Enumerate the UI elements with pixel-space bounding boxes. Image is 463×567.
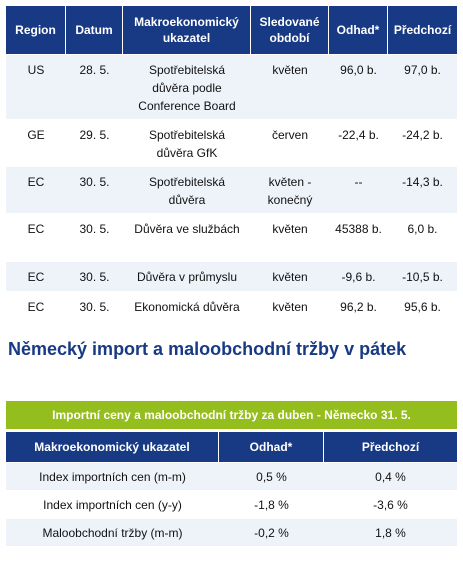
table-header-row: Region Datum Makroekonomický ukazatel Sl… [6, 6, 457, 54]
column-header-region: Region [6, 6, 66, 54]
cell-estimate: -22,4 b. [329, 119, 388, 166]
cell-previous: 1,8 % [324, 518, 457, 546]
cell-date: 30. 5. [66, 261, 123, 291]
cell-estimate: -1,8 % [219, 490, 324, 518]
column-header-estimate: Odhad* [329, 6, 388, 54]
cell-previous: -3,6 % [324, 490, 457, 518]
column-header-indicator: Makroekonomický ukazatel [6, 432, 219, 462]
table-row: Index importních cen (m-m) 0,5 % 0,4 % [6, 462, 457, 490]
table-header-row: Makroekonomický ukazatel Odhad* Předchoz… [6, 432, 457, 462]
cell-previous: 95,6 b. [388, 291, 457, 321]
cell-previous: 6,0 b. [388, 213, 457, 261]
cell-region: GE [6, 119, 66, 166]
cell-date: 30. 5. [66, 166, 123, 213]
cell-indicator: Spotřebitelská důvěra GfK [123, 119, 251, 166]
cell-estimate: 96,2 b. [329, 291, 388, 321]
cell-date: 29. 5. [66, 119, 123, 166]
table-row: EC 30. 5. Ekonomická důvěra květen 96,2 … [6, 291, 457, 321]
cell-indicator: Index importních cen (y-y) [6, 490, 219, 518]
cell-period: květen [251, 213, 329, 261]
cell-indicator: Spotřebitelská důvěra [123, 166, 251, 213]
cell-indicator: Maloobchodní tržby (m-m) [6, 518, 219, 546]
cell-date: 30. 5. [66, 291, 123, 321]
cell-estimate: -0,2 % [219, 518, 324, 546]
cell-previous: -24,2 b. [388, 119, 457, 166]
cell-estimate: 96,0 b. [329, 54, 388, 119]
import-retail-table-block: Importní ceny a maloobchodní tržby za du… [6, 401, 457, 546]
cell-indicator: Index importních cen (m-m) [6, 462, 219, 490]
table-row: EC 30. 5. Spotřebitelská důvěra květen -… [6, 166, 457, 213]
column-header-previous: Předchozí [324, 432, 457, 462]
cell-indicator: Ekonomická důvěra [123, 291, 251, 321]
cell-date: 28. 5. [66, 54, 123, 119]
column-header-estimate: Odhad* [219, 432, 324, 462]
cell-previous: 97,0 b. [388, 54, 457, 119]
cell-period: květen - konečný [251, 166, 329, 213]
table-row: Maloobchodní tržby (m-m) -0,2 % 1,8 % [6, 518, 457, 546]
cell-period: květen [251, 291, 329, 321]
macro-calendar-table: Region Datum Makroekonomický ukazatel Sl… [6, 6, 457, 321]
table-row: Index importních cen (y-y) -1,8 % -3,6 % [6, 490, 457, 518]
column-header-indicator: Makroekonomický ukazatel [123, 6, 251, 54]
cell-indicator: Spotřebitelská důvěra podle Conference B… [123, 54, 251, 119]
cell-region: US [6, 54, 66, 119]
cell-previous: -14,3 b. [388, 166, 457, 213]
cell-estimate: -- [329, 166, 388, 213]
cell-region: EC [6, 213, 66, 261]
column-header-previous: Předchozí [388, 6, 457, 54]
cell-estimate: 0,5 % [219, 462, 324, 490]
import-retail-table: Makroekonomický ukazatel Odhad* Předchoz… [6, 432, 457, 546]
cell-region: EC [6, 261, 66, 291]
cell-indicator: Důvěra v průmyslu [123, 261, 251, 291]
table-row: GE 29. 5. Spotřebitelská důvěra GfK červ… [6, 119, 457, 166]
cell-date: 30. 5. [66, 213, 123, 261]
table-row: EC 30. 5. Důvěra ve službách květen 4538… [6, 213, 457, 261]
column-header-period: Sledované období [251, 6, 329, 54]
cell-region: EC [6, 291, 66, 321]
cell-previous: -10,5 b. [388, 261, 457, 291]
section-heading: Německý import a maloobchodní tržby v pá… [8, 339, 407, 359]
cell-period: červen [251, 119, 329, 166]
cell-region: EC [6, 166, 66, 213]
cell-period: květen [251, 54, 329, 119]
table-row: EC 30. 5. Důvěra v průmyslu květen -9,6 … [6, 261, 457, 291]
column-header-date: Datum [66, 6, 123, 54]
cell-previous: 0,4 % [324, 462, 457, 490]
cell-period: květen [251, 261, 329, 291]
cell-estimate: -9,6 b. [329, 261, 388, 291]
cell-indicator: Důvěra ve službách [123, 213, 251, 261]
table-row: US 28. 5. Spotřebitelská důvěra podle Co… [6, 54, 457, 119]
cell-estimate: 45388 b. [329, 213, 388, 261]
table-title-bar: Importní ceny a maloobchodní tržby za du… [6, 401, 457, 429]
